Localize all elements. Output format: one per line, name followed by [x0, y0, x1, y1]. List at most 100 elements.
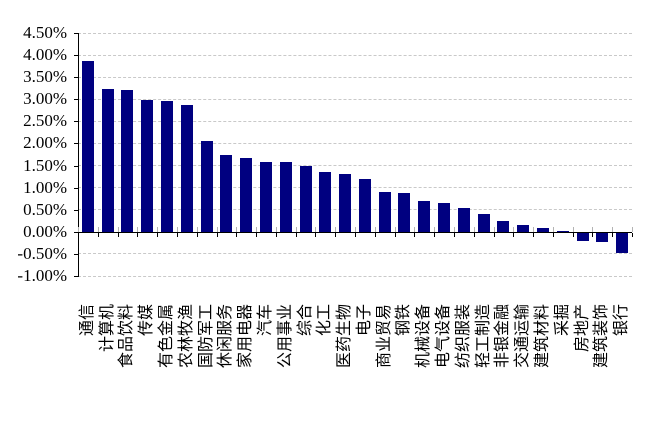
category-boundary-tick-upper	[275, 226, 277, 232]
category-boundary-tick	[434, 232, 436, 237]
category-boundary-tick-upper	[335, 226, 337, 232]
bar	[477, 213, 490, 232]
x-category-label: 计算机	[98, 304, 116, 353]
bar	[556, 230, 569, 232]
x-category-label: 电子	[355, 304, 373, 337]
category-boundary-tick	[453, 232, 455, 237]
y-tick-label: 3.50%	[23, 67, 67, 87]
gridline	[78, 253, 632, 255]
bar	[319, 171, 332, 232]
category-boundary-tick	[612, 232, 614, 237]
y-axis-tick	[74, 99, 78, 101]
x-category-label: 轻工制造	[474, 304, 492, 369]
category-boundary-tick-upper	[78, 226, 79, 232]
category-boundary-tick	[117, 232, 119, 237]
category-boundary-tick-upper	[612, 226, 614, 232]
bar	[240, 157, 253, 232]
y-axis-tick	[74, 276, 78, 277]
bar	[576, 232, 589, 241]
bar	[358, 178, 371, 232]
gridline	[78, 76, 632, 78]
x-category-label: 食品饮料	[118, 304, 136, 369]
category-boundary-tick	[572, 232, 574, 237]
bar	[438, 202, 451, 232]
bar	[517, 224, 530, 232]
category-boundary-tick	[592, 232, 594, 237]
category-boundary-tick-upper	[236, 226, 238, 232]
gridline	[78, 142, 632, 144]
gridline	[78, 165, 632, 167]
bar	[596, 232, 609, 242]
x-category-label: 房地产	[573, 304, 591, 353]
category-boundary-tick-upper	[157, 226, 159, 232]
y-tick-label: 1.50%	[23, 155, 67, 175]
category-boundary-tick	[295, 232, 297, 237]
category-boundary-tick	[473, 232, 475, 237]
gridline	[78, 54, 632, 56]
x-category-label: 化工	[316, 304, 334, 337]
y-axis-tick	[74, 33, 78, 34]
y-tick-label: 4.00%	[23, 45, 67, 65]
bar	[616, 232, 629, 253]
x-category-label: 非银金融	[494, 304, 512, 369]
gridline	[78, 187, 632, 189]
category-boundary-tick	[335, 232, 337, 237]
category-boundary-tick	[157, 232, 159, 237]
category-boundary-tick	[355, 232, 356, 237]
bar	[378, 192, 391, 232]
x-category-label: 电气设备	[435, 304, 453, 369]
y-axis-tick	[74, 231, 78, 233]
x-category-label: 钢铁	[395, 304, 413, 337]
y-tick-label: 1.00%	[23, 177, 67, 197]
x-category-label: 医药生物	[336, 304, 354, 369]
y-axis-tick	[74, 165, 78, 167]
gridline	[78, 98, 632, 100]
bar	[398, 193, 411, 232]
y-tick-label: 3.00%	[23, 89, 67, 109]
bar	[259, 161, 272, 232]
x-category-label: 家用电器	[237, 304, 255, 369]
x-category-label: 国防军工	[197, 304, 215, 369]
category-boundary-tick-upper	[473, 226, 475, 232]
category-boundary-tick	[414, 232, 416, 237]
category-boundary-tick	[513, 232, 515, 237]
gridline	[78, 275, 632, 277]
category-boundary-tick-upper	[552, 226, 554, 232]
y-tick-label: -1.00%	[17, 266, 67, 285]
y-tick-label: 4.50%	[23, 23, 67, 42]
category-boundary-tick-upper	[256, 226, 258, 232]
bar	[220, 155, 233, 232]
bar	[101, 89, 114, 232]
category-boundary-tick-upper	[315, 226, 317, 232]
y-tick-label: 0.50%	[23, 199, 67, 219]
category-boundary-tick	[533, 232, 535, 237]
x-category-label: 商业贸易	[375, 304, 393, 369]
y-axis-tick	[74, 253, 78, 255]
bar	[279, 162, 292, 232]
category-boundary-tick-upper	[355, 226, 356, 232]
category-boundary-tick-upper	[374, 226, 376, 232]
bar	[200, 141, 213, 232]
category-boundary-tick-upper	[493, 226, 495, 232]
bar	[161, 101, 174, 232]
y-axis-tick	[74, 77, 78, 79]
y-tick-label: 2.00%	[23, 133, 67, 153]
category-boundary-tick	[196, 232, 198, 237]
x-category-label: 传媒	[138, 304, 156, 337]
bar	[81, 61, 94, 232]
x-category-label: 综合	[296, 304, 314, 337]
x-category-label: 交通运输	[514, 304, 532, 369]
bar	[536, 228, 549, 232]
x-category-label: 纺织服装	[454, 304, 472, 369]
category-boundary-tick-upper	[196, 226, 198, 232]
category-boundary-tick-upper	[572, 226, 574, 232]
category-boundary-tick-upper	[592, 226, 594, 232]
bar	[141, 100, 154, 232]
y-axis-tick	[74, 143, 78, 145]
x-category-label: 休闲服务	[217, 304, 235, 369]
category-boundary-tick-upper	[632, 226, 633, 232]
y-tick-label: 0.00%	[23, 221, 67, 241]
category-boundary-tick	[493, 232, 495, 237]
category-boundary-tick-upper	[176, 226, 178, 232]
